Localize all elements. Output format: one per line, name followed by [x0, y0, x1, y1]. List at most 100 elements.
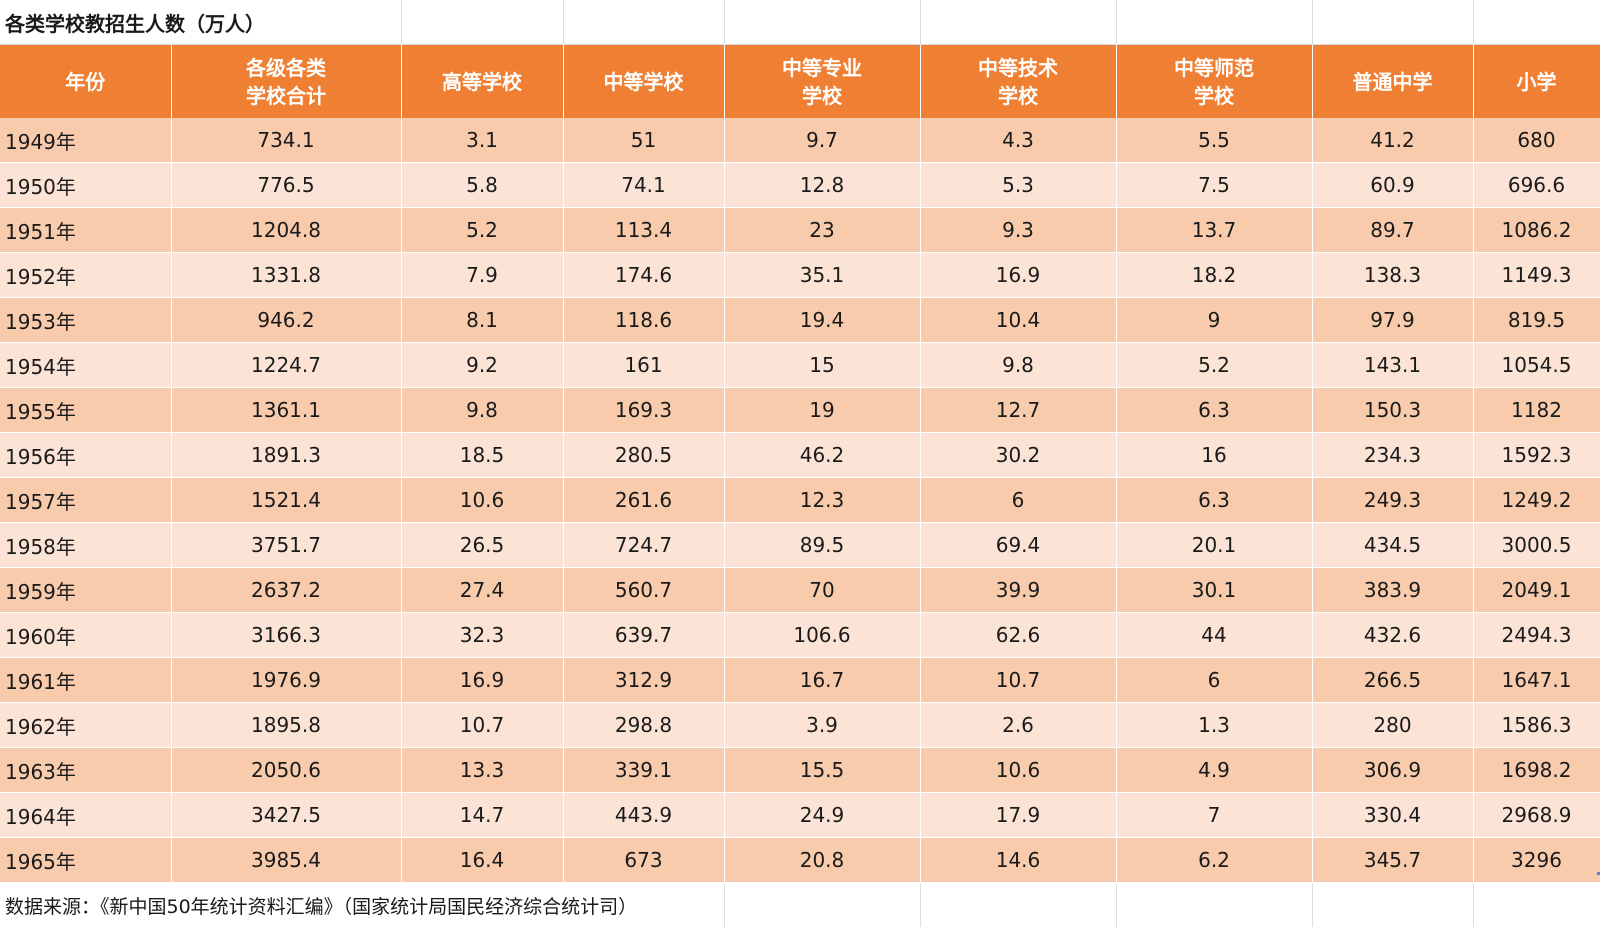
value-cell[interactable]: 298.8	[563, 703, 724, 748]
value-cell[interactable]: 1895.8	[171, 703, 401, 748]
value-cell[interactable]: 16.9	[401, 658, 563, 703]
value-cell[interactable]: 1.3	[1116, 703, 1312, 748]
value-cell[interactable]: 17.9	[920, 793, 1116, 838]
value-cell[interactable]: 6.3	[1116, 388, 1312, 433]
column-header[interactable]: 中等专业学校	[724, 45, 920, 119]
value-cell[interactable]: 20.1	[1116, 523, 1312, 568]
value-cell[interactable]: 3985.4	[171, 838, 401, 883]
value-cell[interactable]: 4.9	[1116, 748, 1312, 793]
value-cell[interactable]: 6	[920, 478, 1116, 523]
value-cell[interactable]: 9.2	[401, 343, 563, 388]
value-cell[interactable]: 1592.3	[1473, 433, 1600, 478]
empty-cell[interactable]	[1116, 883, 1312, 927]
value-cell[interactable]: 1586.3	[1473, 703, 1600, 748]
value-cell[interactable]: 15	[724, 343, 920, 388]
value-cell[interactable]: 9.3	[920, 208, 1116, 253]
value-cell[interactable]: 35.1	[724, 253, 920, 298]
value-cell[interactable]: 7.5	[1116, 163, 1312, 208]
year-cell[interactable]: 1950年	[0, 163, 171, 208]
value-cell[interactable]: 113.4	[563, 208, 724, 253]
value-cell[interactable]: 6	[1116, 658, 1312, 703]
value-cell[interactable]: 306.9	[1312, 748, 1473, 793]
year-cell[interactable]: 1949年	[0, 118, 171, 163]
year-cell[interactable]: 1962年	[0, 703, 171, 748]
value-cell[interactable]: 696.6	[1473, 163, 1600, 208]
value-cell[interactable]: 383.9	[1312, 568, 1473, 613]
value-cell[interactable]: 1361.1	[171, 388, 401, 433]
empty-cell[interactable]	[1312, 883, 1473, 927]
value-cell[interactable]: 2494.3	[1473, 613, 1600, 658]
value-cell[interactable]: 1521.4	[171, 478, 401, 523]
value-cell[interactable]: 234.3	[1312, 433, 1473, 478]
value-cell[interactable]: 946.2	[171, 298, 401, 343]
value-cell[interactable]: 23	[724, 208, 920, 253]
empty-cell[interactable]	[920, 0, 1116, 45]
column-header[interactable]: 中等技术学校	[920, 45, 1116, 119]
value-cell[interactable]: 26.5	[401, 523, 563, 568]
value-cell[interactable]: 5.5	[1116, 118, 1312, 163]
value-cell[interactable]: 44	[1116, 613, 1312, 658]
value-cell[interactable]: 5.3	[920, 163, 1116, 208]
year-cell[interactable]: 1963年	[0, 748, 171, 793]
value-cell[interactable]: 8.1	[401, 298, 563, 343]
value-cell[interactable]: 1086.2	[1473, 208, 1600, 253]
empty-cell[interactable]	[1116, 0, 1312, 45]
value-cell[interactable]: 89.5	[724, 523, 920, 568]
value-cell[interactable]: 118.6	[563, 298, 724, 343]
value-cell[interactable]: 51	[563, 118, 724, 163]
column-header[interactable]: 中等师范学校	[1116, 45, 1312, 119]
value-cell[interactable]: 89.7	[1312, 208, 1473, 253]
value-cell[interactable]: 24.9	[724, 793, 920, 838]
value-cell[interactable]: 5.2	[1116, 343, 1312, 388]
year-cell[interactable]: 1956年	[0, 433, 171, 478]
empty-cell[interactable]	[920, 883, 1116, 927]
value-cell[interactable]: 819.5	[1473, 298, 1600, 343]
value-cell[interactable]: 10.7	[401, 703, 563, 748]
value-cell[interactable]: 9.7	[724, 118, 920, 163]
empty-cell[interactable]	[563, 0, 724, 45]
value-cell[interactable]: 150.3	[1312, 388, 1473, 433]
value-cell[interactable]: 443.9	[563, 793, 724, 838]
value-cell[interactable]: 280.5	[563, 433, 724, 478]
column-header[interactable]: 高等学校	[401, 45, 563, 119]
value-cell[interactable]: 6.3	[1116, 478, 1312, 523]
value-cell[interactable]: 174.6	[563, 253, 724, 298]
value-cell[interactable]: 69.4	[920, 523, 1116, 568]
value-cell[interactable]: 12.8	[724, 163, 920, 208]
value-cell[interactable]: 1331.8	[171, 253, 401, 298]
value-cell[interactable]: 3296	[1473, 838, 1600, 883]
value-cell[interactable]: 10.6	[401, 478, 563, 523]
value-cell[interactable]: 14.7	[401, 793, 563, 838]
value-cell[interactable]: 776.5	[171, 163, 401, 208]
value-cell[interactable]: 13.7	[1116, 208, 1312, 253]
value-cell[interactable]: 639.7	[563, 613, 724, 658]
title-cell[interactable]: 各类学校教招生人数（万人）	[0, 0, 401, 45]
empty-cell[interactable]	[1312, 0, 1473, 45]
year-cell[interactable]: 1965年	[0, 838, 171, 883]
value-cell[interactable]: 30.1	[1116, 568, 1312, 613]
column-header[interactable]: 普通中学	[1312, 45, 1473, 119]
value-cell[interactable]: 345.7	[1312, 838, 1473, 883]
value-cell[interactable]: 18.2	[1116, 253, 1312, 298]
year-cell[interactable]: 1958年	[0, 523, 171, 568]
value-cell[interactable]: 3.9	[724, 703, 920, 748]
value-cell[interactable]: 12.7	[920, 388, 1116, 433]
year-cell[interactable]: 1960年	[0, 613, 171, 658]
column-header[interactable]: 各级各类学校合计	[171, 45, 401, 119]
value-cell[interactable]: 1054.5	[1473, 343, 1600, 388]
value-cell[interactable]: 2049.1	[1473, 568, 1600, 613]
year-cell[interactable]: 1959年	[0, 568, 171, 613]
value-cell[interactable]: 19.4	[724, 298, 920, 343]
year-cell[interactable]: 1957年	[0, 478, 171, 523]
column-header[interactable]: 中等学校	[563, 45, 724, 119]
year-cell[interactable]: 1955年	[0, 388, 171, 433]
column-header[interactable]: 小学	[1473, 45, 1600, 119]
value-cell[interactable]: 1249.2	[1473, 478, 1600, 523]
value-cell[interactable]: 330.4	[1312, 793, 1473, 838]
value-cell[interactable]: 724.7	[563, 523, 724, 568]
value-cell[interactable]: 13.3	[401, 748, 563, 793]
year-cell[interactable]: 1961年	[0, 658, 171, 703]
value-cell[interactable]: 143.1	[1312, 343, 1473, 388]
year-cell[interactable]: 1951年	[0, 208, 171, 253]
value-cell[interactable]: 673	[563, 838, 724, 883]
